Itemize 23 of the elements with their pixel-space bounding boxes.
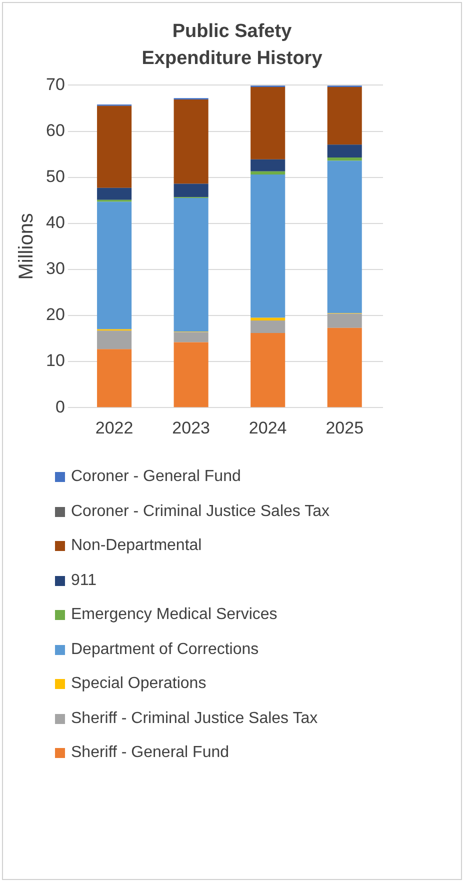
y-tick-label: 60 <box>46 121 65 140</box>
y-tick-label: 70 <box>46 75 65 94</box>
x-tick-label: 2022 <box>95 418 134 438</box>
legend-label: Special Operations <box>71 675 206 694</box>
chart-title: Public Safety Expenditure History <box>140 20 324 71</box>
y-tick-label: 0 <box>55 397 65 416</box>
legend-label: Sheriff - Criminal Justice Sales Tax <box>71 710 318 728</box>
y-tick-label: 10 <box>46 351 65 370</box>
y-tick-label: 30 <box>46 259 65 278</box>
legend-label: Sheriff - General Fund <box>71 744 230 762</box>
x-tick-label: 2025 <box>326 418 364 438</box>
legend-label: Department of Corrections <box>71 640 259 659</box>
legend-label: 911 <box>71 572 97 590</box>
legend-label: Coroner - General Fund <box>71 468 241 486</box>
legend-label: Emergency Medical Services <box>71 606 278 624</box>
x-tick-label: 2023 <box>172 418 210 438</box>
y-tick-label: 20 <box>46 305 65 324</box>
y-axis-title: Millions <box>16 213 38 280</box>
legend-label: Non-Departmental <box>71 537 202 556</box>
y-tick-label: 40 <box>46 213 65 232</box>
legend-label: Coroner - Criminal Justice Sales Tax <box>71 502 330 521</box>
y-tick-label: 50 <box>46 167 65 186</box>
x-tick-label: 2024 <box>248 418 287 438</box>
